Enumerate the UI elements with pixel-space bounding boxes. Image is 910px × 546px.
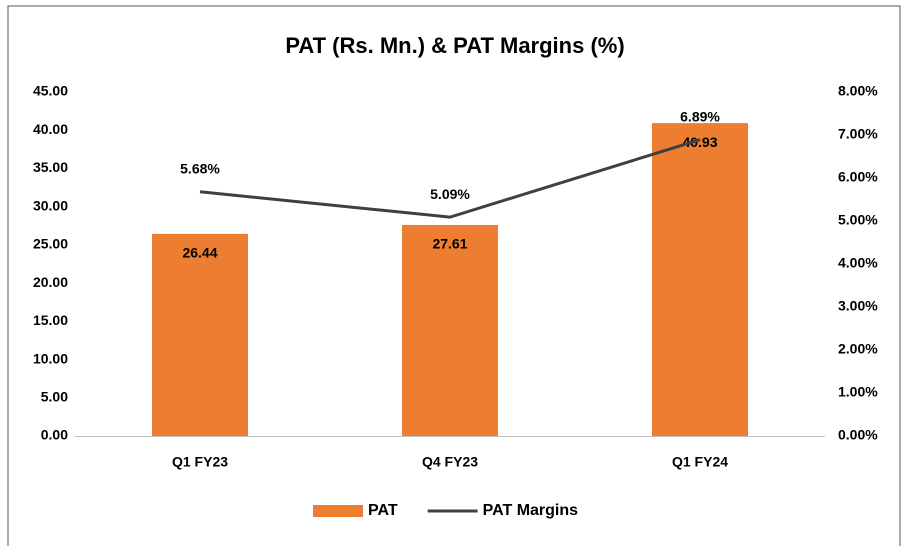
data-label: 40.93 bbox=[682, 134, 717, 150]
y2-tick-label: 1.00% bbox=[838, 384, 878, 400]
y2-tick-label: 6.00% bbox=[838, 169, 878, 185]
legend-label: PAT bbox=[368, 502, 398, 519]
bar bbox=[152, 233, 248, 436]
y2-tick-label: 8.00% bbox=[838, 83, 878, 99]
y-tick-label: 15.00 bbox=[33, 312, 68, 328]
y-tick-label: 5.00 bbox=[41, 388, 68, 404]
chart-title: PAT (Rs. Mn.) & PAT Margins (%) bbox=[285, 33, 624, 58]
data-label: 27.61 bbox=[432, 236, 467, 252]
y2-tick-label: 7.00% bbox=[838, 126, 878, 142]
y2-tick-label: 0.00% bbox=[838, 427, 878, 443]
y2-tick-label: 5.00% bbox=[838, 212, 878, 228]
x-tick-label: Q4 FY23 bbox=[422, 454, 478, 470]
y-tick-label: 0.00 bbox=[41, 427, 68, 443]
bar bbox=[402, 224, 498, 436]
legend-label: PAT Margins bbox=[483, 502, 579, 519]
data-label: 5.09% bbox=[430, 186, 470, 202]
y-tick-label: 30.00 bbox=[33, 197, 68, 213]
y2-tick-label: 4.00% bbox=[838, 255, 878, 271]
x-tick-label: Q1 FY23 bbox=[172, 454, 228, 470]
line bbox=[199, 138, 701, 219]
data-label: 5.68% bbox=[180, 160, 220, 176]
y-tick-label: 45.00 bbox=[33, 83, 68, 99]
data-label: 26.44 bbox=[182, 245, 217, 261]
y-tick-label: 40.00 bbox=[33, 121, 68, 137]
y-tick-label: 20.00 bbox=[33, 274, 68, 290]
y-tick-label: 35.00 bbox=[33, 159, 68, 175]
y2-tick-label: 3.00% bbox=[838, 298, 878, 314]
x-tick-label: Q1 FY24 bbox=[672, 454, 728, 470]
y-tick-label: 10.00 bbox=[33, 350, 68, 366]
bar bbox=[652, 123, 748, 437]
y2-tick-label: 2.00% bbox=[838, 341, 878, 357]
data-label: 6.89% bbox=[680, 108, 720, 124]
y-tick-label: 25.00 bbox=[33, 236, 68, 252]
legend-swatch bbox=[313, 505, 363, 517]
